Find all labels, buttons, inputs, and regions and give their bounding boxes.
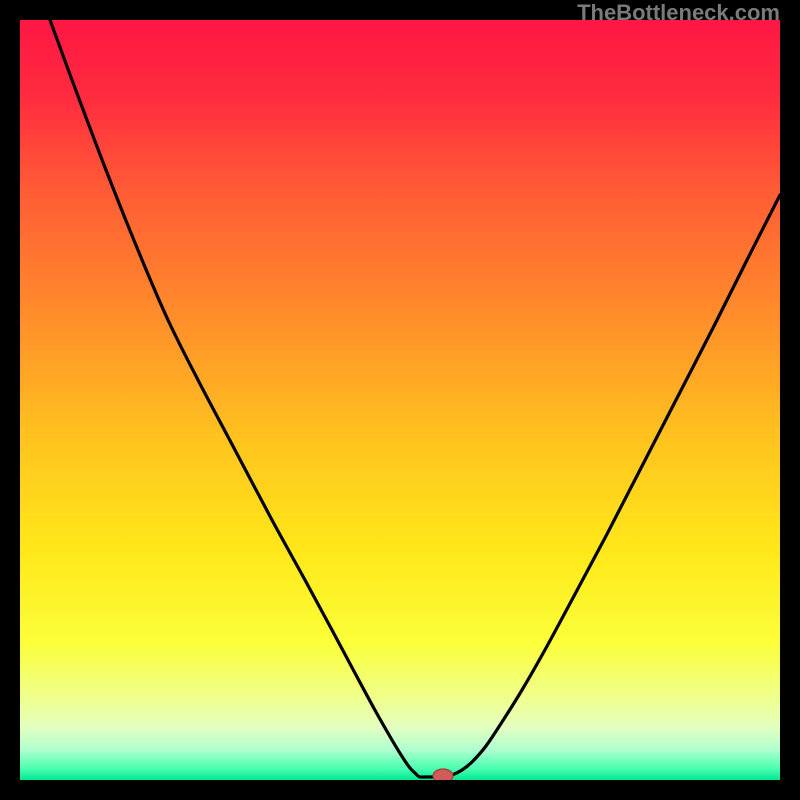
watermark-text: TheBottleneck.com (577, 0, 780, 26)
chart-frame: TheBottleneck.com (0, 0, 800, 800)
current-point-marker (433, 769, 453, 780)
gradient-background (20, 20, 780, 780)
plot-area (20, 20, 780, 780)
bottleneck-chart (20, 20, 780, 780)
